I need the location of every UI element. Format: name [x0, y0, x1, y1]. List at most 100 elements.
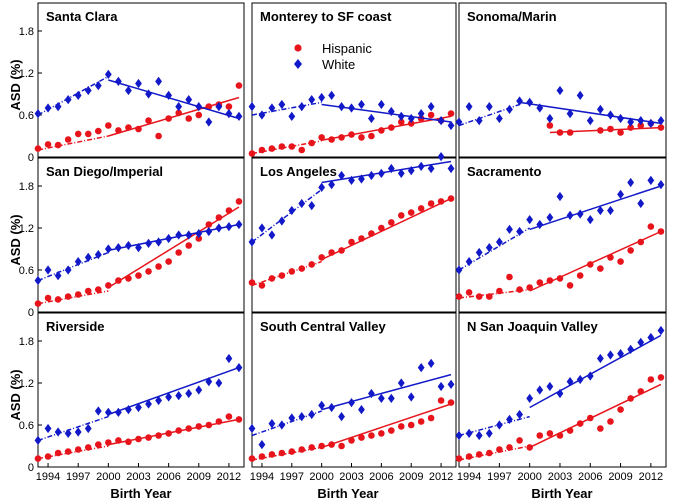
hispanic-point [566, 129, 574, 136]
hispanic-point [388, 219, 395, 226]
white-point [607, 205, 614, 216]
hispanic-point [348, 131, 355, 138]
hispanic-point [145, 268, 152, 275]
hispanic-point [225, 413, 233, 420]
y-tick-label: 0 [28, 462, 34, 474]
panel-title: N San Joaquin Valley [467, 319, 599, 334]
white-point [495, 237, 503, 247]
hispanic-point [44, 141, 52, 148]
hispanic-point [288, 143, 296, 150]
hispanic-point [328, 441, 335, 448]
white-point [125, 85, 132, 96]
white-point [185, 230, 193, 240]
y-tick-label: 1.2 [19, 378, 34, 390]
hispanic-point [536, 279, 544, 286]
hispanic-fit-line [529, 383, 662, 449]
white-point [104, 407, 112, 417]
hispanic-point [465, 453, 473, 460]
x-tick-label: 2000 [96, 471, 120, 483]
hispanic-point [195, 111, 203, 119]
hispanic-point [94, 127, 102, 135]
hispanic-point [215, 214, 223, 221]
white-point [427, 358, 435, 368]
hispanic-point [485, 449, 493, 457]
white-point [506, 224, 513, 234]
hispanic-point [205, 103, 213, 110]
hispanic-point [427, 414, 435, 422]
hispanic-point [496, 287, 503, 295]
panel-san-diego-imperial: San Diego/Imperial 0 0.6 1.2 1.8 [19, 157, 245, 319]
hispanic-point [225, 207, 233, 214]
white-point [617, 189, 624, 199]
hispanic-point [64, 136, 72, 143]
hispanic-point [175, 249, 182, 256]
white-point [455, 265, 463, 275]
white-point [165, 233, 173, 244]
panel-frame [251, 312, 457, 468]
x-axis-label-col-2: Birth Year [317, 486, 378, 501]
hispanic-point [115, 127, 122, 134]
hispanic-point [44, 453, 52, 460]
hispanic-point [268, 145, 276, 152]
legend-hispanic-label: Hispanic [322, 41, 372, 56]
hispanic-point [74, 130, 82, 138]
hispanic-point [388, 427, 395, 434]
white-point [596, 205, 604, 216]
white-point [627, 117, 635, 127]
hispanic-point [397, 118, 405, 126]
hispanic-point [358, 235, 365, 242]
white-point [215, 223, 223, 233]
hispanic-point [566, 282, 574, 289]
white-point [165, 90, 173, 100]
y-tick-label: 0.6 [19, 110, 34, 122]
hispanic-point [526, 284, 533, 291]
x-tick-label: 2009 [187, 471, 211, 483]
hispanic-point [298, 446, 306, 453]
hispanic-point [617, 258, 624, 265]
white-point [215, 102, 223, 112]
panel-monterey-to-sf-coast: Monterey to SF coast [248, 2, 457, 158]
white-point [258, 440, 266, 450]
white-point [145, 89, 152, 99]
white-point [526, 393, 534, 403]
y-axis-label-row-1: ASD (%) [8, 59, 23, 110]
white-point [94, 81, 102, 91]
x-tick-label: 1994 [36, 471, 60, 483]
white-point [44, 103, 52, 113]
panel-frame [458, 157, 667, 313]
hispanic-point [368, 132, 375, 140]
white-point [54, 102, 62, 112]
hispanic-point [516, 286, 523, 293]
white-point [74, 90, 82, 100]
hispanic-point [248, 150, 256, 157]
hispanic-fit-line [458, 288, 530, 299]
white-fit-line [108, 79, 240, 120]
white-point [84, 252, 92, 262]
white-point [34, 275, 42, 286]
white-point [338, 102, 345, 112]
white-point [566, 377, 574, 387]
white-point [308, 201, 316, 211]
white-point [397, 378, 405, 388]
hispanic-point [427, 200, 435, 207]
hispanic-point [54, 449, 62, 457]
white-point [387, 163, 395, 174]
hispanic-point [566, 427, 574, 434]
white-point [427, 163, 435, 174]
white-point [308, 95, 316, 105]
white-point [175, 391, 183, 401]
hispanic-point [576, 272, 584, 279]
panel-title: Los Angeles [260, 164, 337, 179]
white-point [536, 103, 544, 113]
white-point [235, 219, 243, 230]
white-point [536, 219, 544, 230]
white-point [526, 97, 534, 107]
hispanic-point [185, 115, 193, 122]
hispanic-point [627, 124, 634, 131]
white-point [145, 399, 152, 409]
hispanic-point [556, 129, 564, 136]
white-point [417, 363, 425, 373]
x-tick-label: 2009 [399, 471, 423, 483]
white-point [104, 69, 112, 79]
white-point [114, 76, 122, 86]
